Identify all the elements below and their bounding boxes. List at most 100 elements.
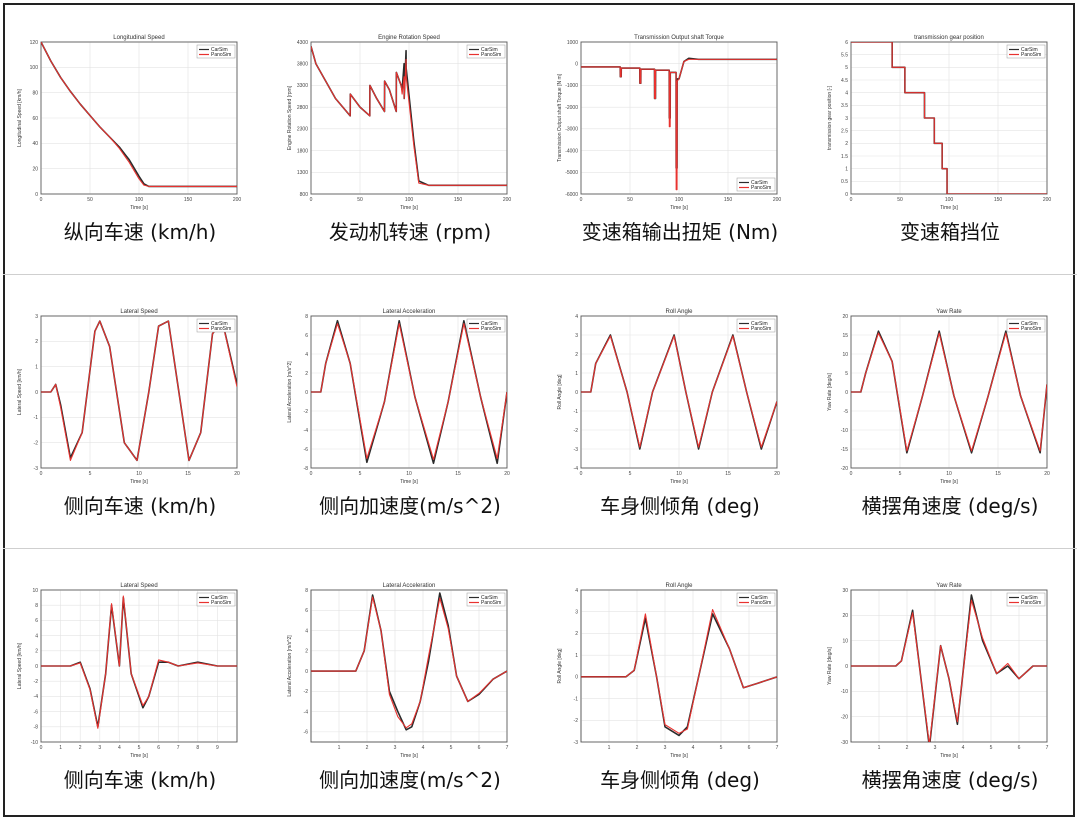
x-tick-label: 6: [478, 745, 481, 751]
x-axis-label: Time [s]: [940, 753, 958, 759]
x-tick-label: 10: [946, 471, 952, 477]
x-axis-label: Time [s]: [940, 205, 958, 211]
x-tick-label: 5: [990, 745, 993, 751]
y-tick-label: 3.5: [841, 103, 848, 109]
x-tick-label: 50: [357, 197, 363, 203]
y-tick-label: -8: [34, 725, 39, 731]
x-tick-label: 10: [136, 471, 142, 477]
chart-title: Roll Angle: [665, 309, 693, 315]
legend-label: CarSim: [211, 321, 228, 327]
x-tick-label: 8: [196, 745, 199, 751]
x-axis-label: Time [s]: [130, 205, 148, 211]
x-tick-label: 0: [580, 471, 583, 477]
y-tick-label: -3: [574, 740, 579, 746]
x-tick-label: 5: [629, 471, 632, 477]
y-tick-label: -2: [34, 679, 39, 685]
y-tick-label: -1: [574, 696, 579, 702]
y-tick-label: -20: [841, 466, 848, 472]
y-tick-label: 2: [575, 352, 578, 358]
y-tick-label: -2: [574, 428, 579, 434]
x-axis-label: Time [s]: [400, 753, 418, 759]
chart-title: Lateral Speed: [120, 309, 157, 315]
y-tick-label: 6: [845, 40, 848, 46]
x-tick-label: 7: [1046, 745, 1049, 751]
y-tick-label: -2000: [565, 105, 578, 111]
x-tick-label: 3: [98, 745, 101, 751]
y-tick-label: 4: [35, 633, 38, 639]
chart-svg: 1 2 3 4 5 6 7 -6 -4 -2 0 2 4 6 8 Lateral Acceleration Ti…: [287, 583, 509, 759]
y-tick-label: 1: [575, 371, 578, 377]
y-tick-label: 2: [35, 649, 38, 655]
row-divider-2: [3, 548, 1077, 549]
y-tick-label: 15: [842, 333, 848, 339]
y-tick-label: 10: [842, 638, 848, 644]
chart-title: Transmission Output shaft Torque: [634, 35, 724, 41]
y-tick-label: 120: [30, 40, 39, 46]
x-tick-label: 2: [366, 745, 369, 751]
chart-cell-1: 0 50 100 150 200 0 20 40 60 80 100 120 Longitudinal …: [5, 10, 275, 280]
y-tick-label: 8: [35, 603, 38, 609]
chart-caption: 车身侧倾角 (deg): [600, 768, 760, 792]
chart-svg: 0 1 2 3 4 5 6 7 8 9 -10 -8 -6 -4 -2 0 2 4 6 8 10 Lateral Spee…: [17, 583, 238, 759]
x-tick-label: 5: [89, 471, 92, 477]
chart-caption: 车身侧倾角 (deg): [600, 494, 760, 518]
chart-cell-2: 0 50 100 150 200 800 1300 1800 2300 2800 3300 3800 4…: [275, 10, 545, 280]
x-tick-label: 4: [422, 745, 425, 751]
x-tick-label: 2: [636, 745, 639, 751]
y-tick-label: 1.5: [841, 154, 848, 160]
plot-frame: [310, 589, 508, 743]
y-tick-label: 1300: [297, 170, 308, 176]
y-tick-label: 0: [845, 192, 848, 198]
x-tick-label: 7: [177, 745, 180, 751]
y-tick-label: 1: [845, 166, 848, 172]
row-divider-1: [3, 274, 1077, 275]
chart-cell-5: 0 5 10 15 20 -3 -2 -1 0 1 2 3 Lateral Speed Time [s] L…: [5, 284, 275, 554]
y-tick-label: 10: [32, 588, 38, 594]
y-tick-label: 0: [35, 192, 38, 198]
y-tick-label: 2: [305, 649, 308, 655]
x-tick-label: 15: [995, 471, 1001, 477]
y-tick-label: 6: [305, 333, 308, 339]
x-tick-label: 3: [664, 745, 667, 751]
chart-svg: 1 2 3 4 5 6 7 -30 -20 -10 0 10 20 30 Yaw Rate Time [s] Y…: [827, 583, 1049, 759]
y-axis-label: Engine Rotation Speed [rpm]: [287, 85, 293, 150]
chart-title: Lateral Acceleration: [383, 583, 436, 589]
y-axis-label: Transmission Output shaft Torque [N m]: [557, 73, 563, 162]
plot-frame: [580, 589, 778, 743]
y-axis-label: Longitudinal Speed [km/h]: [17, 88, 23, 146]
chart-cell-11: 1 2 3 4 5 6 7 -3 -2 -1 0 1 2 3 4 Roll Angle Time [s] Roll…: [545, 558, 815, 828]
x-tick-label: 5: [138, 745, 141, 751]
x-tick-label: 50: [87, 197, 93, 203]
y-tick-label: 1: [575, 653, 578, 659]
y-axis-label: Yaw Rate [deg/s]: [827, 373, 833, 411]
y-tick-label: -10: [841, 428, 848, 434]
x-tick-label: 2: [906, 745, 909, 751]
y-tick-label: -2: [304, 409, 309, 415]
y-tick-label: 3: [35, 314, 38, 320]
y-tick-label: 6: [35, 618, 38, 624]
y-axis-label: Lateral Acceleration [m/s^2]: [287, 635, 293, 697]
chart-cell-6: 0 5 10 15 20 -8 -6 -4 -2 0 2 4 6 8 Lateral Acceleratio…: [275, 284, 545, 554]
series-line-panosim: [581, 58, 777, 191]
x-tick-label: 200: [773, 197, 782, 203]
y-tick-label: 4: [305, 352, 308, 358]
chart-title: Longitudinal Speed: [113, 35, 164, 41]
chart-svg: 0 5 10 15 20 -3 -2 -1 0 1 2 3 Lateral Speed Time [s] L…: [17, 309, 240, 485]
x-axis-label: Time [s]: [400, 479, 418, 485]
y-tick-label: -10: [841, 689, 848, 695]
legend-label: PanoSim: [751, 600, 771, 606]
legend-label: CarSim: [1021, 595, 1038, 601]
y-tick-label: 0: [575, 675, 578, 681]
plot-frame: [40, 41, 238, 195]
legend-label: PanoSim: [751, 326, 771, 332]
chart-cell-9: 0 1 2 3 4 5 6 7 8 9 -10 -8 -6 -4 -2 0 2 4 6 8 10 Lateral Spee…: [5, 558, 275, 828]
plot-frame: [310, 41, 508, 195]
x-tick-label: 10: [406, 471, 412, 477]
x-tick-label: 1: [338, 745, 341, 751]
y-axis-label: Roll Angle [deg]: [557, 648, 563, 684]
y-tick-label: -1000: [565, 83, 578, 89]
y-tick-label: -6: [34, 709, 39, 715]
y-tick-label: -4: [574, 466, 579, 472]
y-tick-label: 3: [575, 333, 578, 339]
y-tick-label: -1: [34, 415, 39, 421]
